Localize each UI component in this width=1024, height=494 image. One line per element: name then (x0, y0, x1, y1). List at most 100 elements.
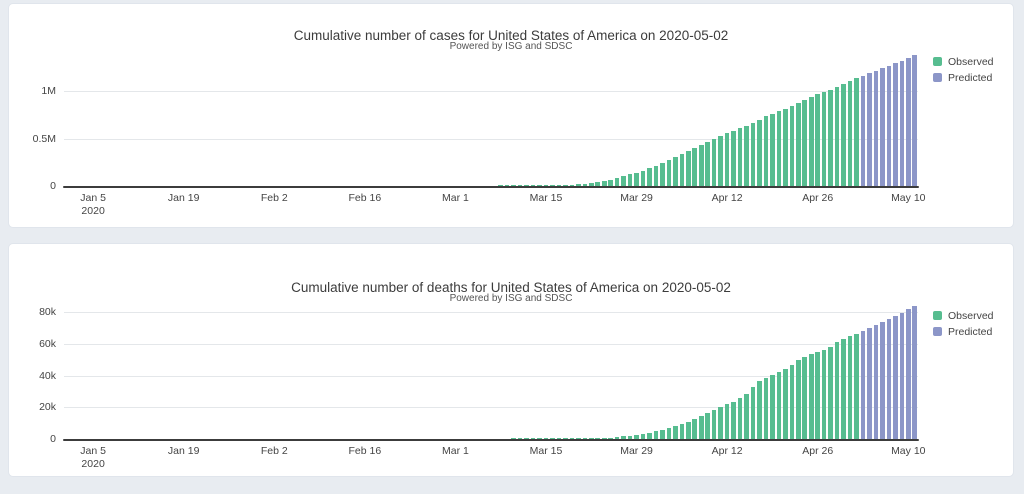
bar-observed[interactable] (744, 394, 749, 439)
legend-item-observed[interactable]: Observed (933, 54, 994, 69)
bar-observed[interactable] (724, 133, 730, 186)
bar-observed[interactable] (854, 333, 859, 439)
bar-observed[interactable] (789, 365, 795, 439)
bar-observed[interactable] (802, 356, 808, 439)
bar-predicted[interactable] (867, 73, 872, 186)
bar-observed[interactable] (737, 128, 743, 186)
bar-observed[interactable] (808, 96, 814, 186)
bar-observed[interactable] (731, 130, 736, 186)
bar-observed[interactable] (673, 156, 678, 186)
bar-observed[interactable] (841, 84, 846, 186)
legend-item-predicted[interactable]: Predicted (933, 70, 992, 85)
bar-observed[interactable] (724, 404, 730, 439)
bar-observed[interactable] (828, 89, 833, 186)
bar-observed[interactable] (789, 106, 795, 186)
bar-predicted[interactable] (860, 330, 866, 439)
bar-observed[interactable] (588, 182, 594, 186)
bar-observed[interactable] (627, 435, 633, 439)
bar-observed[interactable] (595, 181, 601, 186)
bar-observed[interactable] (783, 108, 788, 186)
bar-observed[interactable] (744, 125, 749, 186)
bar-observed[interactable] (783, 368, 788, 439)
bar-predicted[interactable] (905, 58, 911, 186)
bar-predicted[interactable] (899, 312, 905, 439)
bar-observed[interactable] (660, 429, 665, 439)
bar-observed[interactable] (711, 138, 717, 186)
bar-predicted[interactable] (893, 63, 898, 186)
bar-observed[interactable] (634, 172, 639, 186)
bar-observed[interactable] (569, 184, 575, 186)
bar-observed[interactable] (692, 418, 698, 439)
bar-observed[interactable] (750, 122, 756, 186)
bar-observed[interactable] (653, 431, 659, 439)
bar-observed[interactable] (815, 94, 820, 186)
bar-observed[interactable] (796, 359, 801, 439)
bar-predicted[interactable] (905, 309, 911, 439)
bar-observed[interactable] (601, 437, 607, 439)
bar-observed[interactable] (718, 135, 723, 186)
bar-predicted[interactable] (886, 65, 892, 186)
bar-observed[interactable] (770, 374, 775, 439)
bar-observed[interactable] (686, 151, 691, 186)
bar-observed[interactable] (647, 168, 652, 186)
bar-observed[interactable] (686, 421, 691, 439)
bar-observed[interactable] (692, 148, 698, 186)
bar-observed[interactable] (660, 162, 665, 186)
bar-observed[interactable] (815, 352, 820, 439)
bar-predicted[interactable] (880, 68, 885, 186)
bar-observed[interactable] (718, 406, 723, 439)
bar-observed[interactable] (673, 425, 678, 439)
bar-observed[interactable] (834, 342, 840, 439)
bar-observed[interactable] (621, 176, 626, 186)
bar-observed[interactable] (802, 99, 808, 186)
bar-observed[interactable] (634, 435, 639, 439)
bar-predicted[interactable] (912, 306, 918, 439)
bar-observed[interactable] (776, 111, 782, 186)
bar-observed[interactable] (828, 346, 833, 439)
bar-observed[interactable] (770, 113, 775, 186)
bar-observed[interactable] (698, 145, 704, 186)
bar-predicted[interactable] (886, 318, 892, 439)
bar-observed[interactable] (705, 142, 711, 186)
bar-observed[interactable] (757, 380, 762, 439)
bar-observed[interactable] (698, 415, 704, 439)
bar-observed[interactable] (621, 436, 626, 439)
bar-observed[interactable] (608, 437, 613, 439)
bar-predicted[interactable] (860, 75, 866, 186)
bar-observed[interactable] (737, 398, 743, 439)
bar-observed[interactable] (627, 174, 633, 186)
bar-observed[interactable] (679, 423, 685, 439)
bar-predicted[interactable] (880, 321, 885, 439)
bar-observed[interactable] (847, 81, 853, 186)
bar-observed[interactable] (847, 336, 853, 439)
bar-predicted[interactable] (873, 70, 879, 186)
bar-observed[interactable] (666, 427, 672, 439)
bar-observed[interactable] (640, 434, 646, 439)
bar-observed[interactable] (601, 180, 607, 186)
bar-observed[interactable] (796, 103, 801, 186)
bar-observed[interactable] (679, 153, 685, 186)
bar-observed[interactable] (666, 159, 672, 186)
bar-observed[interactable] (821, 92, 827, 186)
bar-observed[interactable] (582, 183, 588, 186)
bar-observed[interactable] (763, 377, 769, 439)
bar-observed[interactable] (821, 349, 827, 439)
bar-observed[interactable] (834, 87, 840, 186)
bar-predicted[interactable] (899, 60, 905, 186)
bar-observed[interactable] (854, 78, 859, 186)
bar-predicted[interactable] (893, 315, 898, 439)
bar-observed[interactable] (763, 116, 769, 186)
bar-observed[interactable] (841, 339, 846, 439)
bar-observed[interactable] (653, 165, 659, 186)
bar-observed[interactable] (647, 432, 652, 439)
legend-item-observed[interactable]: Observed (933, 308, 994, 323)
bar-observed[interactable] (711, 409, 717, 439)
bar-observed[interactable] (757, 119, 762, 186)
bar-observed[interactable] (731, 401, 736, 439)
bar-observed[interactable] (808, 353, 814, 439)
bar-observed[interactable] (614, 178, 620, 186)
bar-predicted[interactable] (867, 327, 872, 439)
bar-predicted[interactable] (912, 55, 918, 186)
bar-observed[interactable] (614, 437, 620, 439)
bar-predicted[interactable] (873, 324, 879, 439)
